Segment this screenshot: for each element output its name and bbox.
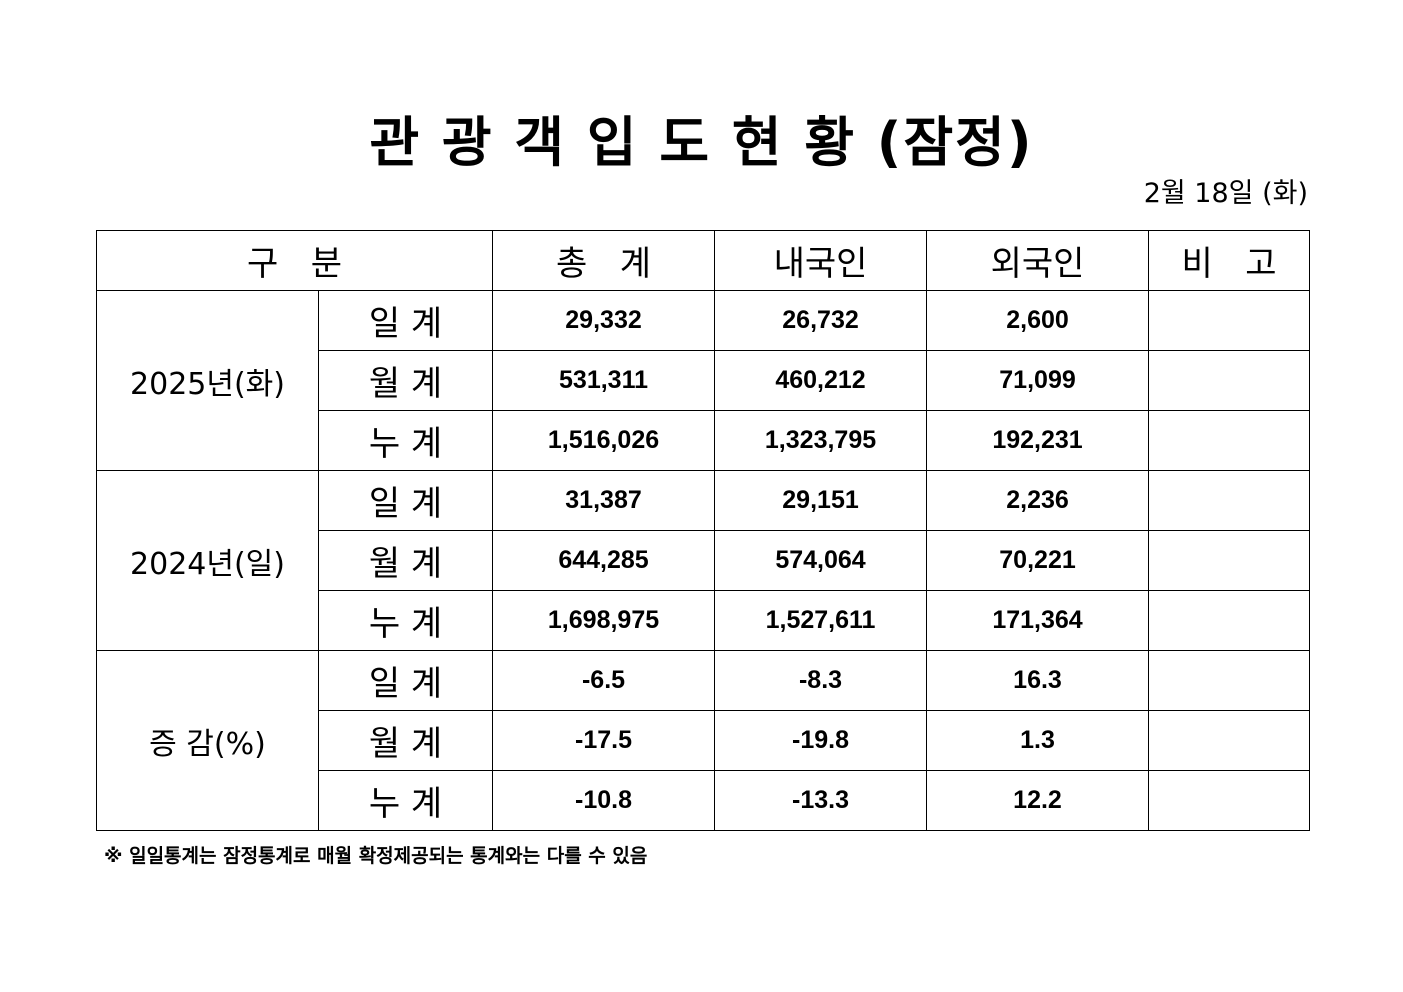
row-type: 월 계 (317, 350, 494, 411)
table-row: 누 계 1,698,975 1,527,611 171,364 (97, 590, 1311, 651)
cell-domestic: 29,151 (714, 470, 928, 531)
cell-remarks (1148, 350, 1311, 411)
cell-domestic: -19.8 (714, 710, 928, 771)
cell-total: -6.5 (492, 650, 716, 711)
visitor-stats-table: 구 분 총 계 내국인 외국인 비 고 2025년(화) 일 계 29,332 … (95, 230, 1311, 831)
cell-remarks (1148, 590, 1311, 651)
cell-remarks (1148, 410, 1311, 471)
table-row: 2024년(일) 일 계 31,387 29,151 2,236 (96, 470, 1311, 651)
table-row: 월 계 -17.5 -19.8 1.3 (97, 710, 1311, 771)
header-domestic: 내국인 (714, 230, 928, 291)
cell-foreign: 70,221 (926, 530, 1150, 591)
cell-foreign: 12.2 (926, 770, 1150, 831)
cell-remarks (1148, 530, 1311, 591)
group-label-2025: 2025년(화) (96, 290, 319, 471)
group-label-change: 증 감(%) (96, 650, 319, 831)
table-header-row: 구 분 총 계 내국인 외국인 비 고 (95, 230, 1311, 291)
table-row: 월 계 644,285 574,064 70,221 (97, 530, 1311, 591)
table-row: 증 감(%) 일 계 -6.5 -8.3 16.3 (96, 650, 1311, 831)
cell-foreign: 171,364 (926, 590, 1150, 651)
cell-total: 31,387 (492, 470, 716, 531)
cell-domestic: 26,732 (714, 290, 928, 351)
row-type: 누 계 (317, 410, 494, 471)
table-row: 누 계 1,516,026 1,323,795 192,231 (97, 410, 1311, 471)
cell-total: 644,285 (492, 530, 716, 591)
cell-foreign: 2,600 (926, 290, 1150, 351)
cell-foreign: 2,236 (926, 470, 1150, 531)
cell-foreign: 1.3 (926, 710, 1150, 771)
cell-domestic: 1,323,795 (714, 410, 928, 471)
footnote: ※ 일일통계는 잠정통계로 매월 확정제공되는 통계와는 다를 수 있음 (104, 845, 648, 867)
cell-remarks (1148, 650, 1311, 711)
cell-remarks (1148, 770, 1311, 831)
cell-total: -10.8 (492, 770, 716, 831)
header-foreign: 외국인 (926, 230, 1150, 291)
cell-domestic: 460,212 (714, 350, 928, 411)
cell-foreign: 71,099 (926, 350, 1150, 411)
cell-total: 29,332 (492, 290, 716, 351)
cell-total: 531,311 (492, 350, 716, 411)
table-row: 누 계 -10.8 -13.3 12.2 (97, 770, 1311, 831)
header-category: 구 분 (95, 230, 494, 291)
table-row: 2025년(화) 일 계 29,332 26,732 2,600 (96, 290, 1311, 471)
row-type: 일 계 (317, 650, 494, 711)
row-type: 월 계 (317, 530, 494, 591)
report-date: 2월 18일 (화) (1143, 178, 1308, 209)
cell-remarks (1148, 470, 1311, 531)
row-type: 누 계 (317, 590, 494, 651)
cell-domestic: -13.3 (714, 770, 928, 831)
row-type: 일 계 (317, 470, 494, 531)
row-type: 누 계 (317, 770, 494, 831)
row-type: 월 계 (317, 710, 494, 771)
page-title: 관 광 객 입 도 현 황 (잠정) (369, 111, 1034, 174)
cell-foreign: 16.3 (926, 650, 1150, 711)
cell-foreign: 192,231 (926, 410, 1150, 471)
row-type: 일 계 (317, 290, 494, 351)
cell-remarks (1148, 710, 1311, 771)
cell-domestic: 1,527,611 (714, 590, 928, 651)
cell-total: -17.5 (492, 710, 716, 771)
cell-domestic: -8.3 (714, 650, 928, 711)
cell-domestic: 574,064 (714, 530, 928, 591)
header-total: 총 계 (492, 230, 716, 291)
cell-remarks (1148, 290, 1311, 351)
cell-total: 1,516,026 (492, 410, 716, 471)
header-remarks: 비 고 (1148, 230, 1311, 291)
group-label-2024: 2024년(일) (96, 470, 319, 651)
cell-total: 1,698,975 (492, 590, 716, 651)
